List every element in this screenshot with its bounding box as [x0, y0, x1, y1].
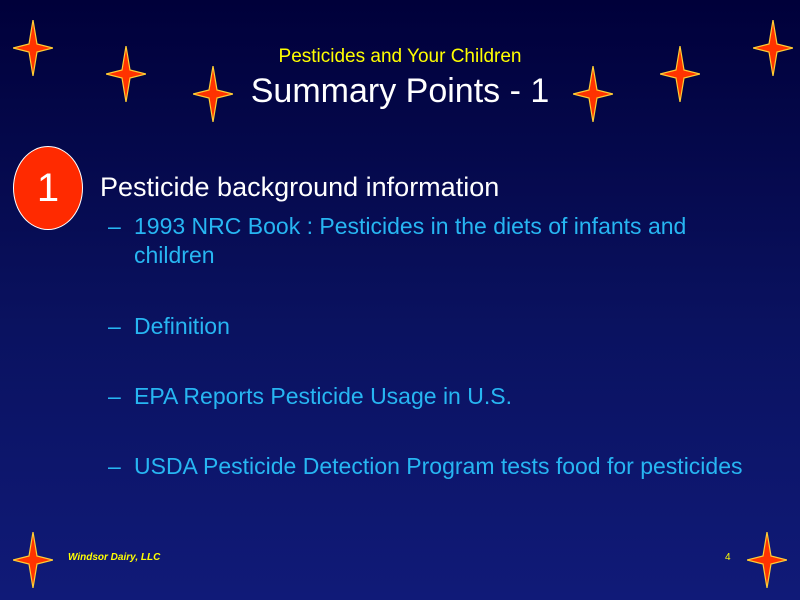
bullet-text: EPA Reports Pesticide Usage in U.S. — [134, 383, 512, 409]
footer-company: Windsor Dairy, LLC — [68, 552, 161, 563]
bullet-text: Definition — [134, 313, 230, 339]
star-icon — [193, 66, 233, 122]
star-icon — [660, 46, 700, 102]
bullet-item: – 1993 NRC Book : Pesticides in the diet… — [108, 212, 748, 270]
bullet-item: – Definition — [108, 312, 748, 341]
bullet-dash: – — [108, 453, 121, 479]
slide-subtitle: Pesticides and Your Children — [278, 46, 522, 67]
bullet-dash: – — [108, 213, 121, 239]
bullet-text: 1993 NRC Book : Pesticides in the diets … — [134, 213, 687, 268]
slide-title: Summary Points - 1 — [250, 72, 550, 110]
bullet-dash: – — [108, 383, 121, 409]
star-icon — [573, 66, 613, 122]
star-icon — [13, 532, 53, 588]
section-heading: Pesticide background information — [100, 172, 500, 202]
star-icon — [747, 532, 787, 588]
page-number: 4 — [725, 552, 731, 563]
bullet-item: – EPA Reports Pesticide Usage in U.S. — [108, 382, 748, 411]
bullet-text: USDA Pesticide Detection Program tests f… — [134, 453, 743, 479]
star-icon — [106, 46, 146, 102]
bullet-dash: – — [108, 313, 121, 339]
bullet-item: – USDA Pesticide Detection Program tests… — [108, 452, 748, 481]
star-icon — [13, 20, 53, 76]
star-icon — [753, 20, 793, 76]
number-badge: 1 — [13, 146, 83, 230]
